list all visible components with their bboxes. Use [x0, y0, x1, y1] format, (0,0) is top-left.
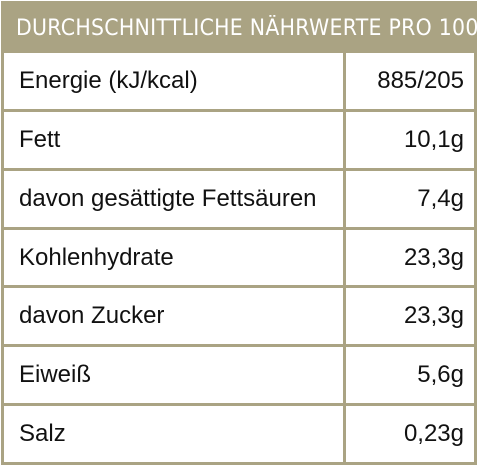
table-row-protein: Eiweiß 5,6g [4, 344, 474, 404]
row-label: Energie (kJ/kcal) [4, 53, 346, 109]
row-value: 5,6g [417, 361, 464, 389]
table-header-text: DURCHSCHNITTLICHE NÄHRWERTE PRO 100G [16, 16, 480, 41]
table-header: DURCHSCHNITTLICHE NÄHRWERTE PRO 100G [4, 4, 480, 53]
row-value: 7,4g [417, 184, 464, 212]
row-label: Fett [4, 111, 346, 168]
table-row-salt: Salz 0,23g [4, 403, 474, 463]
row-label: Salz [4, 406, 346, 463]
row-label: Eiweiß [4, 347, 346, 404]
row-label: davon gesättigte Fettsäuren [4, 170, 346, 227]
row-value: 23,3g [403, 243, 464, 271]
table-row-carbohydrates: Kohlenhydrate 23,3g [4, 226, 474, 286]
row-value: 885/205 [377, 66, 464, 94]
table-row-fat: Fett 10,1g [4, 108, 474, 168]
table-row-sugar: davon Zucker 23,3g [4, 285, 474, 345]
table-row-saturated-fat: davon gesättigte Fettsäuren 7,4g [4, 167, 474, 227]
table-body: Energie (kJ/kcal) 885/205 Fett 10,1g dav… [4, 53, 474, 463]
row-value: 10,1g [403, 125, 464, 153]
row-value: 23,3g [403, 302, 464, 330]
row-label: davon Zucker [4, 288, 346, 345]
row-label: Kohlenhydrate [4, 229, 346, 286]
row-value: 0,23g [403, 420, 464, 448]
table-row-energy: Energie (kJ/kcal) 885/205 [4, 53, 474, 109]
